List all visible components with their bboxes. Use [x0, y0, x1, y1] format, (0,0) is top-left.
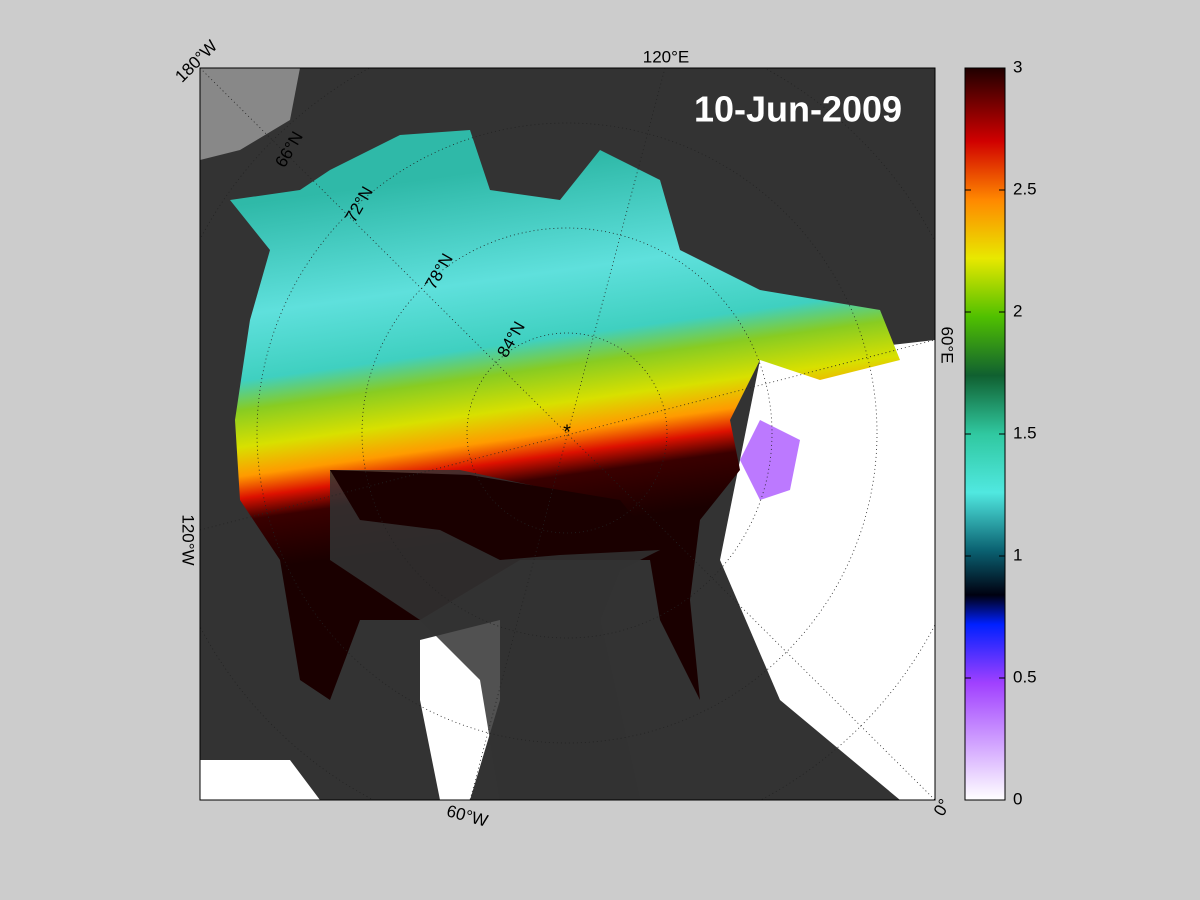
meridian — [200, 68, 935, 800]
parallel — [361, 227, 773, 639]
map-frame — [199, 67, 936, 801]
meridian — [200, 339, 935, 531]
pole-marker: * — [563, 421, 571, 443]
graticule — [200, 68, 935, 800]
colorbar-tick-label: 0.5 — [1013, 667, 1037, 686]
colorbar-tick-label: 2 — [1013, 301, 1022, 320]
colorbar-tick-label: 2.5 — [1013, 179, 1037, 198]
land-edge — [200, 68, 300, 160]
colorbar-tick-label: 0 — [1013, 789, 1022, 808]
open-ocean — [200, 620, 500, 800]
thin-ice — [740, 420, 800, 500]
longitude-label: 120°E — [643, 47, 690, 66]
date-title: 10-Jun-2009 — [694, 89, 902, 130]
longitude-label: 120°W — [179, 514, 198, 565]
longitude-label: 60°W — [445, 801, 490, 830]
parallel — [466, 332, 668, 534]
colorbar-tick-label: 1.5 — [1013, 423, 1037, 442]
colorbar-tick-label: 1 — [1013, 545, 1022, 564]
longitude-label: 60°E — [938, 326, 957, 363]
parallel — [256, 122, 878, 744]
colorbar-tick-label: 3 — [1013, 57, 1022, 76]
colorbar — [964, 67, 1006, 801]
map: * — [200, 68, 935, 800]
thick-ice — [330, 470, 660, 560]
